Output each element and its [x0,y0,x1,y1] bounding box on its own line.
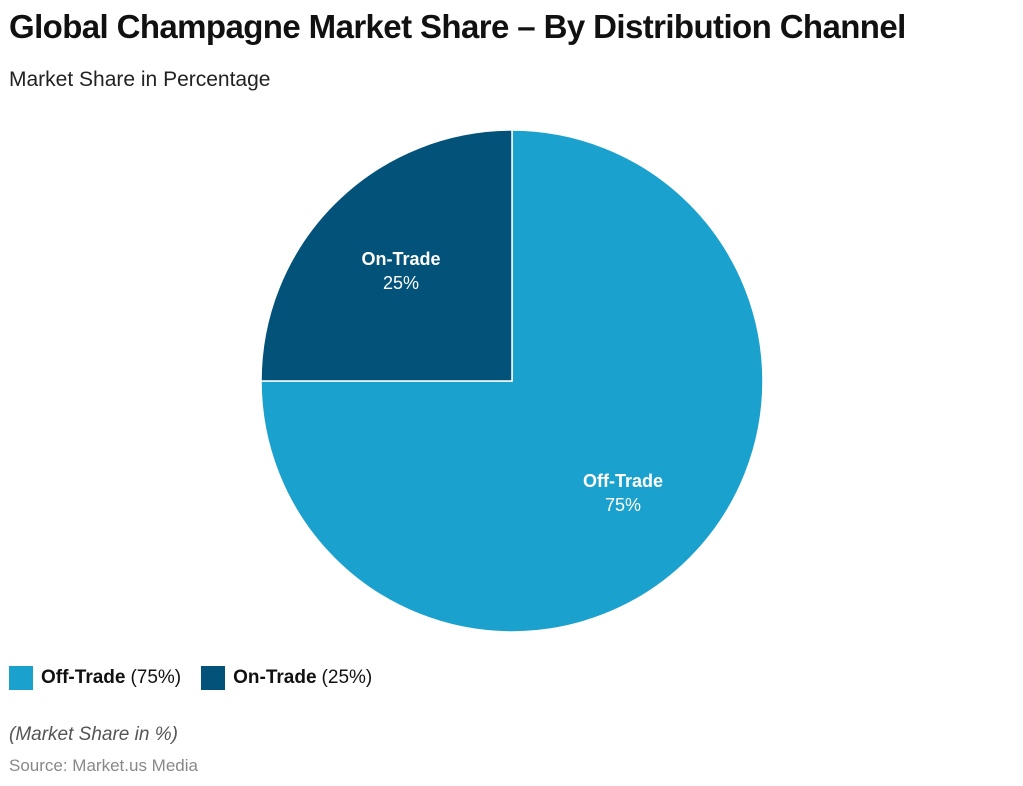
legend-value: (25%) [321,667,373,688]
slice-label-off-trade-value: 75% [605,495,641,515]
slice-label-on-trade-name: On-Trade [361,249,440,269]
legend-label: Off-Trade [41,667,126,688]
source-note: Source: Market.us Media [9,756,198,775]
slice-label-off-trade-name: Off-Trade [583,471,663,491]
legend-item-on-trade[interactable]: On-Trade (25%) [201,666,372,690]
pie-slice-on-trade[interactable] [260,129,513,382]
legend-swatch-off-trade [9,666,33,690]
legend-swatch-on-trade [201,666,226,690]
chart-subtitle: Market Share in Percentage [9,68,271,91]
slice-label-on-trade-value: 25% [383,273,419,293]
legend-label: On-Trade [233,667,317,688]
unit-note: (Market Share in %) [9,724,178,745]
chart-title: Global Champagne Market Share – By Distr… [9,8,906,45]
legend-value: (75%) [130,667,182,688]
legend-item-off-trade[interactable]: Off-Trade (75%) [9,666,181,690]
legend: Off-Trade (75%) On-Trade (25%) [9,666,392,690]
